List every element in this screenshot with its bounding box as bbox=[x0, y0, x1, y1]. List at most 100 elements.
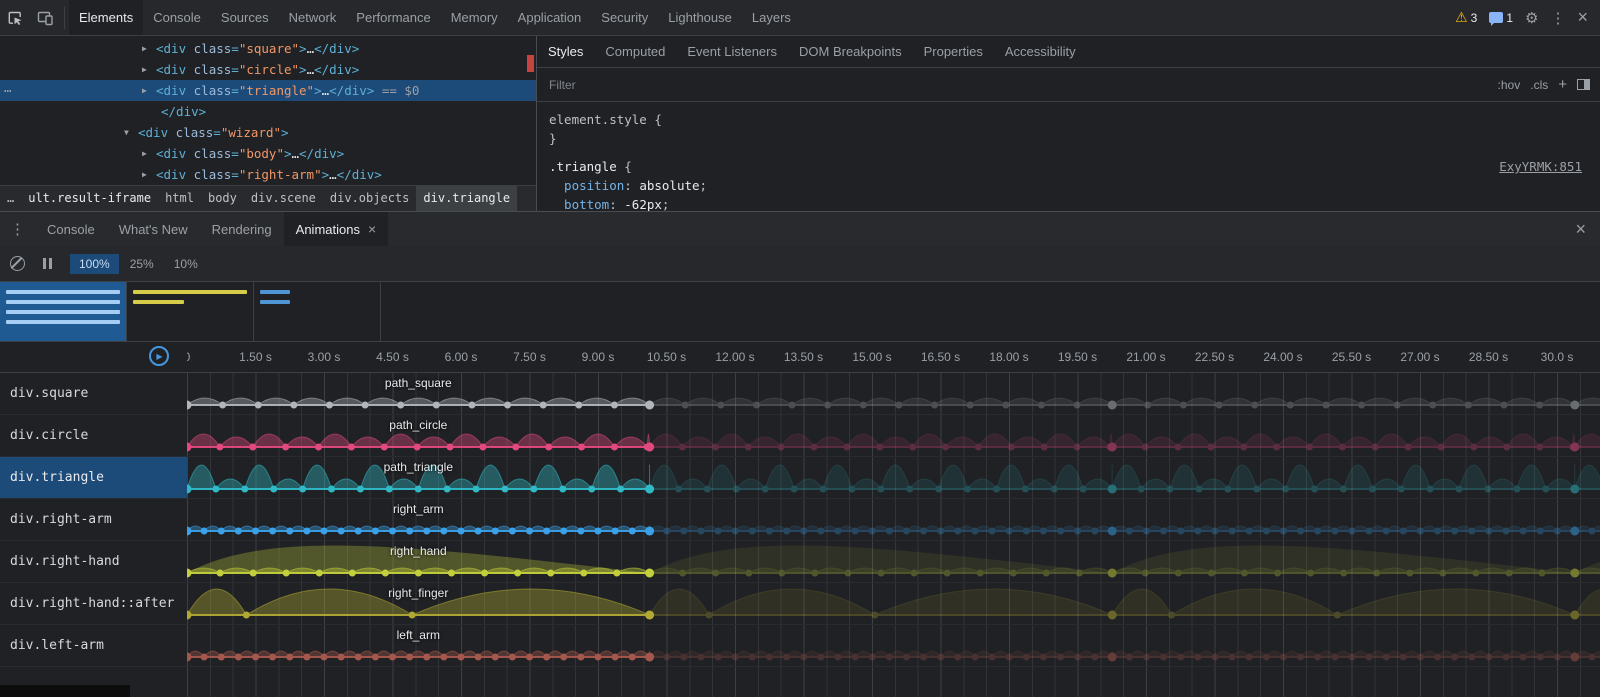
close-devtools-icon[interactable]: × bbox=[1577, 7, 1588, 27]
tick-label: 9.00 s bbox=[581, 350, 615, 364]
elements-scrollbar[interactable] bbox=[526, 36, 535, 185]
drawer-menu-kebab-icon[interactable]: ⋮ bbox=[10, 221, 25, 238]
crumb-html[interactable]: html bbox=[165, 191, 194, 205]
tab-lighthouse[interactable]: Lighthouse bbox=[668, 10, 732, 25]
device-toolbar-icon[interactable] bbox=[30, 4, 60, 32]
toggle-class-button[interactable]: .cls bbox=[1530, 77, 1549, 92]
close-tab-icon[interactable]: × bbox=[367, 220, 377, 237]
drawer-tab-what-s-new[interactable]: What's New bbox=[118, 221, 188, 237]
animation-timeline-track[interactable] bbox=[182, 583, 1600, 624]
clear-animations-icon[interactable] bbox=[10, 256, 25, 271]
tab-elements[interactable]: Elements bbox=[69, 0, 144, 35]
animation-track[interactable]: left_arm bbox=[182, 625, 1600, 666]
animation-timeline-track[interactable] bbox=[182, 415, 1600, 456]
overflow-dots-icon: ⋯ bbox=[4, 83, 12, 98]
animation-row-selector[interactable]: div.right-hand bbox=[10, 554, 120, 569]
tab-properties[interactable]: Properties bbox=[923, 44, 983, 59]
crumb-body[interactable]: body bbox=[207, 191, 237, 205]
animation-preview-1[interactable] bbox=[0, 282, 127, 341]
disclosure-collapsed-icon[interactable]: ▶ bbox=[142, 65, 147, 74]
dom-node[interactable]: </div> bbox=[0, 101, 536, 122]
replay-animation-button[interactable]: ▶ bbox=[149, 346, 169, 366]
crumb-div-triangle[interactable]: div.triangle bbox=[416, 186, 518, 211]
animation-row-selector[interactable]: div.left-arm bbox=[10, 638, 104, 653]
animation-preview-3[interactable] bbox=[254, 282, 381, 341]
playback-rate-10[interactable]: 10% bbox=[173, 256, 198, 271]
animation-track[interactable]: right_arm bbox=[182, 499, 1600, 540]
inspect-element-icon[interactable] bbox=[0, 4, 30, 32]
animation-timeline-track[interactable] bbox=[182, 625, 1600, 666]
more-options-kebab-icon[interactable]: ⋮ bbox=[1550, 9, 1566, 27]
dom-node[interactable]: ▶ <div class="square">…</div> bbox=[0, 38, 536, 59]
playback-rate-25[interactable]: 25% bbox=[129, 256, 154, 271]
disclosure-collapsed-icon[interactable]: ▶ bbox=[142, 170, 147, 179]
dom-node[interactable]: ▶ <div class="right-arm">…</div> bbox=[0, 164, 536, 185]
animation-timeline-track[interactable] bbox=[182, 373, 1600, 414]
close-drawer-icon[interactable]: × bbox=[1575, 218, 1586, 239]
settings-gear-icon[interactable]: ⚙ bbox=[1525, 9, 1539, 27]
crumb-[interactable]: … bbox=[7, 191, 15, 205]
animation-track[interactable]: path_circle bbox=[182, 415, 1600, 456]
disclosure-collapsed-icon[interactable]: ▶ bbox=[142, 86, 147, 95]
dom-node[interactable]: ▶ <div class="circle">…</div> bbox=[0, 59, 536, 80]
tab-performance[interactable]: Performance bbox=[356, 10, 431, 25]
dom-node[interactable]: ▼ <div class="wizard"> bbox=[0, 122, 536, 143]
crumb-div-scene[interactable]: div.scene bbox=[250, 191, 316, 205]
dom-node-text: <div class="body">…</div> bbox=[156, 146, 345, 161]
elements-panel: ▶ <div class="square">…</div> ▶ <div class=… bbox=[0, 36, 537, 211]
css-line[interactable]: bottom: -62px; bbox=[549, 197, 670, 211]
styles-filter-input[interactable] bbox=[547, 76, 771, 93]
disclosure-collapsed-icon[interactable]: ▶ bbox=[142, 149, 147, 158]
animation-timeline-track[interactable] bbox=[182, 541, 1600, 582]
css-line[interactable]: .triangle {ExyYRMK:851 bbox=[549, 159, 1582, 174]
disclosure-collapsed-icon[interactable]: ▶ bbox=[142, 44, 147, 53]
tab-console[interactable]: Console bbox=[153, 10, 201, 25]
tab-application[interactable]: Application bbox=[517, 10, 582, 25]
disclosure-expanded-icon[interactable]: ▼ bbox=[124, 128, 129, 137]
playback-rate-100[interactable]: 100% bbox=[70, 253, 119, 274]
animation-track[interactable]: right_finger bbox=[182, 583, 1600, 624]
toggle-sidebar-icon[interactable] bbox=[1577, 79, 1590, 90]
issues-indicator[interactable]: 1 bbox=[1489, 11, 1513, 26]
css-line[interactable]: } bbox=[549, 131, 557, 146]
animation-row-selector[interactable]: div.square bbox=[10, 386, 89, 401]
pause-all-animations-button[interactable] bbox=[43, 258, 52, 269]
animation-preview-2[interactable] bbox=[127, 282, 254, 341]
dom-node[interactable]: ▶ <div class="body">…</div> bbox=[0, 143, 536, 164]
crumb-ult-result-iframe[interactable]: ult.result-iframe bbox=[28, 191, 152, 205]
css-rule: .triangle {ExyYRMK:851 position: absolut… bbox=[537, 157, 1600, 211]
animation-timeline-track[interactable] bbox=[182, 499, 1600, 540]
drawer-tab-animations[interactable]: Animations × bbox=[283, 212, 389, 246]
tab-memory[interactable]: Memory bbox=[450, 10, 498, 25]
new-style-rule-button[interactable]: + bbox=[1558, 76, 1567, 93]
tab-event-listeners[interactable]: Event Listeners bbox=[687, 44, 777, 59]
upper-split: ▶ <div class="square">…</div> ▶ <div class=… bbox=[0, 36, 1600, 211]
css-line[interactable]: position: absolute; bbox=[549, 178, 708, 193]
dom-node[interactable]: ⋯ ▶ <div class="triangle">…</div> == $0 bbox=[0, 80, 536, 101]
animation-row-selector[interactable]: div.triangle bbox=[0, 457, 187, 498]
tab-dom-breakpoints[interactable]: DOM Breakpoints bbox=[799, 44, 902, 59]
style-source-link[interactable]: ExyYRMK:851 bbox=[1499, 159, 1582, 174]
animation-row-selector[interactable]: div.right-arm bbox=[10, 512, 112, 527]
drawer-tab-rendering[interactable]: Rendering bbox=[211, 221, 272, 237]
animation-timeline-track[interactable] bbox=[182, 457, 1600, 498]
warnings-indicator[interactable]: ⚠ 3 bbox=[1455, 9, 1477, 26]
animation-row-selector[interactable]: div.right-hand::after bbox=[10, 596, 175, 611]
horizontal-scrollbar-thumb[interactable] bbox=[0, 685, 130, 697]
css-line[interactable]: element.style { bbox=[549, 112, 662, 127]
animation-track[interactable]: path_triangle bbox=[182, 457, 1600, 498]
tab-styles[interactable]: Styles bbox=[537, 36, 595, 67]
animation-track[interactable]: path_square bbox=[182, 373, 1600, 414]
tab-sources[interactable]: Sources bbox=[220, 10, 269, 25]
drawer-tab-console[interactable]: Console bbox=[47, 221, 95, 237]
tick-label: 24.00 s bbox=[1263, 350, 1303, 364]
crumb-div-objects[interactable]: div.objects bbox=[329, 191, 410, 205]
tab-security[interactable]: Security bbox=[601, 10, 649, 25]
tab-computed[interactable]: Computed bbox=[605, 44, 666, 59]
animation-track[interactable]: right_hand bbox=[182, 541, 1600, 582]
animation-row-selector[interactable]: div.circle bbox=[10, 428, 89, 443]
tab-network[interactable]: Network bbox=[288, 10, 337, 25]
tab-accessibility[interactable]: Accessibility bbox=[1004, 44, 1076, 59]
toggle-hover-state-button[interactable]: :hov bbox=[1497, 77, 1521, 92]
tab-layers[interactable]: Layers bbox=[751, 10, 791, 25]
